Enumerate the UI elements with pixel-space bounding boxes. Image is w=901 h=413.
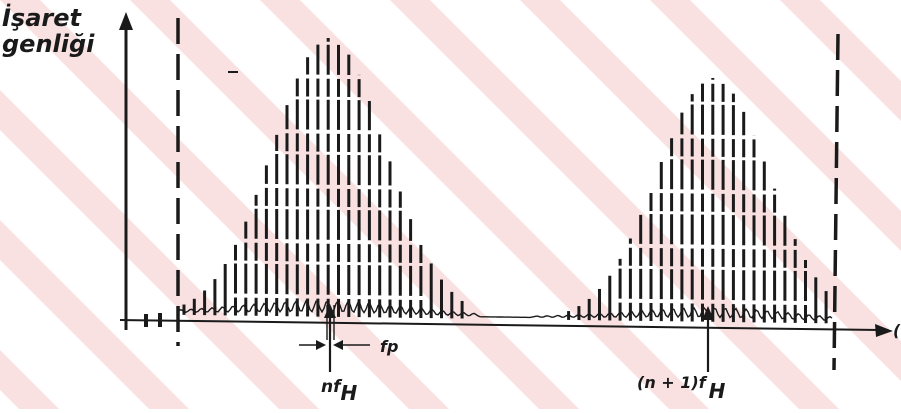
watermark-stripe [130, 0, 579, 409]
watermark-stripe [260, 0, 709, 409]
right-spectral-lines [567, 78, 828, 324]
watermark-stripe [0, 90, 319, 409]
x-axis-end-label: ( [893, 321, 901, 340]
left-spectral-lines [182, 38, 464, 319]
nfh-marker [324, 304, 336, 372]
watermark-stripe [780, 0, 901, 121]
y-axis [119, 12, 133, 330]
arrow-left-icon [333, 340, 343, 350]
axis-origin-tick [158, 313, 162, 327]
axis-origin-tick [144, 314, 148, 327]
watermark-stripe [390, 0, 839, 409]
y-axis-label-line1: İşaret [2, 3, 83, 32]
arrow-right-icon [316, 340, 326, 350]
arrow-up-icon [702, 306, 714, 320]
watermark-stripe [0, 220, 189, 409]
fp-spacing-marker [299, 305, 370, 350]
n1fh-label: (n + 1)f H [637, 373, 726, 403]
y-axis-label-line2: genliği [2, 30, 95, 58]
nfh-label: nfH [321, 377, 358, 405]
watermark-stripe [650, 0, 901, 251]
n1fh-marker [702, 306, 714, 372]
x-axis [119, 313, 893, 337]
watermark-stripe [0, 0, 449, 409]
x-axis-arrow-icon [875, 324, 893, 337]
fp-label: fp [380, 337, 398, 356]
right-boundary-dashed-line [832, 33, 840, 371]
low-envelope-curve [177, 299, 833, 321]
arrow-up-icon [324, 304, 336, 318]
y-axis-arrow-icon [119, 12, 133, 30]
watermark-stripe [0, 350, 59, 409]
